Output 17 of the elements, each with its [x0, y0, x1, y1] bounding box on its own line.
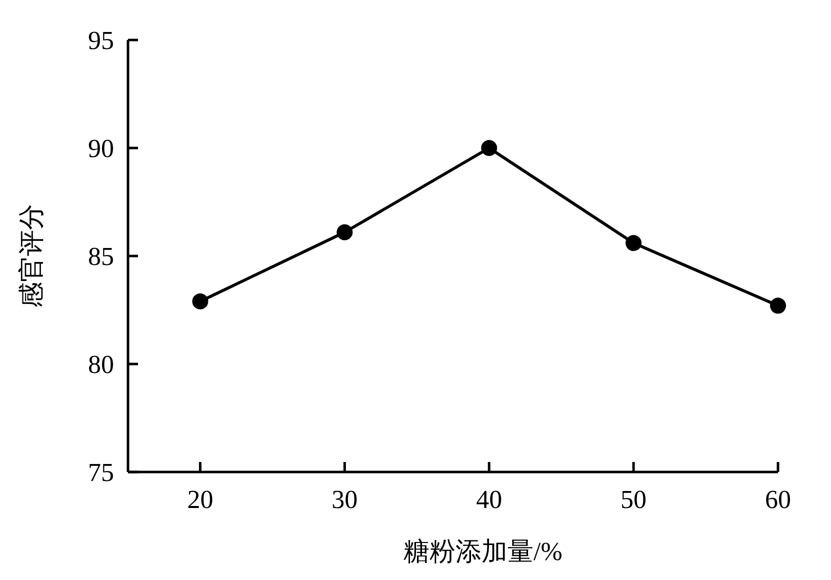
x-tick-label: 40: [476, 485, 502, 514]
y-tick-label: 95: [88, 26, 114, 55]
y-axis-title: 感官评分: [17, 204, 46, 308]
point: [192, 293, 208, 310]
y-tick-label: 80: [88, 350, 114, 379]
x-tick-label: 20: [187, 485, 214, 514]
point: [626, 235, 642, 252]
x-tick-label: 30: [332, 485, 358, 514]
y-tick-label: 90: [88, 134, 114, 163]
point: [481, 140, 498, 156]
point: [770, 298, 786, 314]
x-tick-label: 50: [620, 485, 647, 514]
x-tick-label: 60: [765, 485, 791, 514]
y-tick-label: 75: [88, 458, 114, 487]
y-tick-label: 85: [88, 242, 114, 271]
point: [336, 224, 353, 240]
x-axis-title: 糖粉添加量/%: [404, 537, 562, 566]
